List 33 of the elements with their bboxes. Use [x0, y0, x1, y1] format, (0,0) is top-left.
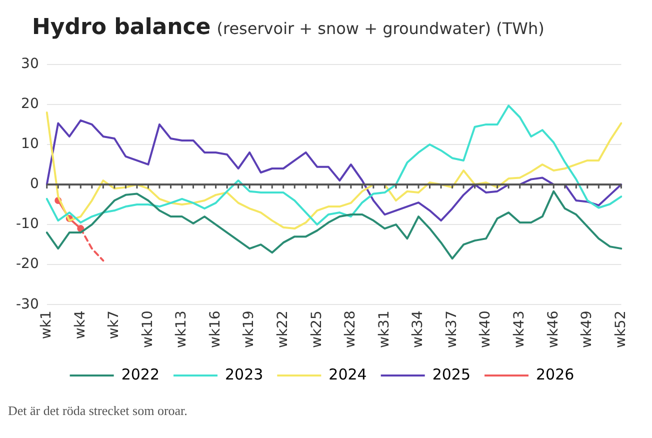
- legend-label: 2023: [224, 365, 264, 384]
- x-tick-label: wk4: [72, 310, 88, 340]
- x-tick-label: wk40: [478, 310, 494, 348]
- x-tick-label: wk49: [579, 310, 596, 348]
- y-tick-label: -30: [16, 296, 39, 312]
- x-tick-label: wk7: [106, 310, 122, 340]
- text: Det är det röda strecket som oroar.: [8, 403, 188, 419]
- x-tick-label: wk16: [207, 310, 224, 348]
- x-tick-label: wk46: [545, 310, 562, 348]
- y-tick-label: 30: [21, 56, 39, 72]
- x-tick-label: wk13: [174, 310, 190, 348]
- y-tick-label: -10: [16, 216, 39, 232]
- legend-label: 2026: [536, 365, 574, 384]
- x-tick-label: wk43: [511, 310, 528, 348]
- chart-title: Hydro balance: [32, 15, 211, 40]
- legend-label: 2024: [328, 365, 367, 384]
- y-tick-label: 10: [21, 136, 39, 152]
- y-tick-label: -20: [16, 256, 39, 272]
- x-tick-label: wk22: [274, 310, 291, 348]
- x-tick-label: wk1: [38, 310, 55, 340]
- x-tick-label: wk37: [444, 310, 460, 348]
- x-tick-label: wk34: [410, 310, 426, 348]
- x-tick-label: wk28: [342, 310, 359, 348]
- x-tick-label: wk25: [308, 310, 325, 348]
- x-tick-label: wk10: [140, 310, 156, 348]
- legend-label: 2025: [432, 365, 471, 384]
- y-tick-label: 0: [30, 176, 39, 192]
- y-tick-label: 20: [21, 96, 39, 112]
- x-tick-label: wk52: [612, 310, 629, 348]
- chart-subtitle: (reservoir + snow + groundwater) (TWh): [216, 19, 544, 38]
- legend-label: 2022: [121, 365, 160, 384]
- x-tick-label: wk19: [241, 310, 258, 348]
- x-tick-label: wk31: [376, 310, 392, 348]
